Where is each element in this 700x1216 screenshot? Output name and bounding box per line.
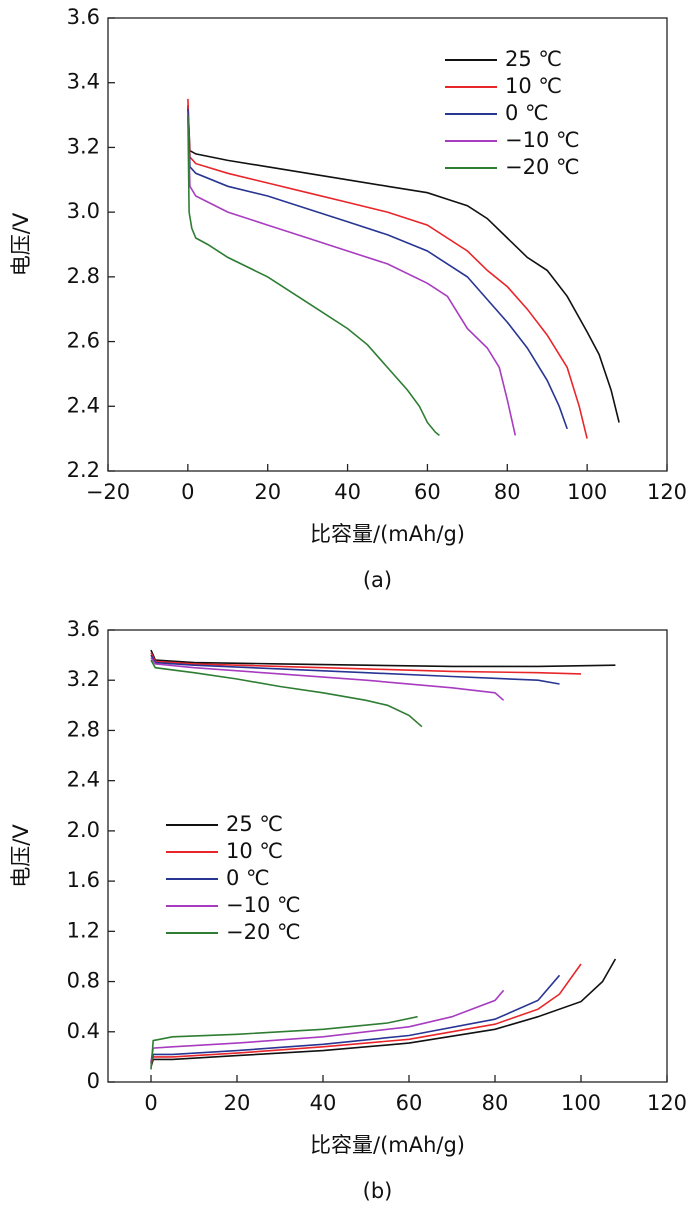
plot-frame [107, 629, 668, 1083]
legend-label: 25 ℃ [226, 812, 283, 836]
y-tick-label: 3.2 [67, 667, 100, 691]
data-line [150, 989, 505, 1063]
x-axis-label: 比容量/(mAh/g) [310, 522, 465, 546]
data-line [150, 654, 560, 685]
y-tick-label: 3.4 [67, 70, 100, 94]
data-line [187, 115, 440, 437]
data-line [150, 1015, 418, 1070]
x-tick-label: 60 [414, 480, 441, 504]
y-tick-label: 0.4 [67, 1019, 100, 1043]
y-tick-label: 2.2 [67, 458, 100, 482]
legend-label: −20 ℃ [505, 155, 580, 179]
y-tick-label: 3.6 [67, 5, 100, 29]
x-tick-label: −20 [86, 480, 130, 504]
x-tick-label: 40 [310, 1091, 337, 1115]
y-tick-label: 1.6 [67, 868, 100, 892]
x-tick-label: 80 [494, 480, 521, 504]
legend-label: 10 ℃ [505, 74, 562, 98]
y-tick-label: 2.6 [67, 329, 100, 353]
caption: (b) [363, 1179, 393, 1203]
data-line [150, 652, 582, 675]
legend-label: −20 ℃ [226, 920, 301, 944]
x-tick-label: 100 [561, 1091, 601, 1115]
legend-label: 0 ℃ [226, 866, 270, 890]
data-line [187, 115, 517, 436]
data-line [187, 98, 588, 439]
x-tick-label: 120 [647, 480, 687, 504]
y-tick-label: 2.0 [67, 818, 100, 842]
y-tick-label: 3.2 [67, 134, 100, 158]
data-line [150, 649, 616, 668]
y-tick-label: 0 [87, 1069, 100, 1093]
x-tick-label: 60 [396, 1091, 423, 1115]
x-tick-label: 100 [567, 480, 607, 504]
legend-label: −10 ℃ [505, 128, 580, 152]
data-line [150, 963, 582, 1065]
data-line [150, 958, 617, 1068]
legend-label: 0 ℃ [505, 101, 549, 125]
data-line [187, 105, 620, 423]
legend-label: 10 ℃ [226, 839, 283, 863]
y-tick-label: 3.0 [67, 199, 100, 223]
y-tick-label: 2.4 [67, 393, 100, 417]
y-tick-label: 3.6 [67, 617, 100, 641]
y-axis-label: 电压/V [9, 824, 33, 888]
data-line [150, 659, 423, 728]
x-tick-label: 20 [254, 480, 281, 504]
y-tick-label: 0.8 [67, 969, 100, 993]
y-axis-label: 电压/V [9, 212, 33, 276]
y-tick-label: 2.4 [67, 768, 100, 792]
x-tick-label: 0 [144, 1091, 157, 1115]
y-tick-label: 2.8 [67, 717, 100, 741]
x-tick-label: 40 [334, 480, 361, 504]
x-tick-label: 80 [482, 1091, 509, 1115]
legend-label: 25 ℃ [505, 47, 562, 71]
data-line [150, 657, 505, 701]
y-tick-label: 2.8 [67, 264, 100, 288]
caption: (a) [363, 568, 392, 592]
x-tick-label: 120 [647, 1091, 687, 1115]
plot-frame [107, 17, 668, 472]
x-tick-label: 0 [181, 480, 194, 504]
x-axis-label: 比容量/(mAh/g) [310, 1133, 465, 1157]
data-line [187, 108, 568, 430]
data-line [150, 974, 561, 1064]
y-tick-label: 1.2 [67, 918, 100, 942]
x-tick-label: 20 [224, 1091, 251, 1115]
legend-label: −10 ℃ [226, 893, 301, 917]
